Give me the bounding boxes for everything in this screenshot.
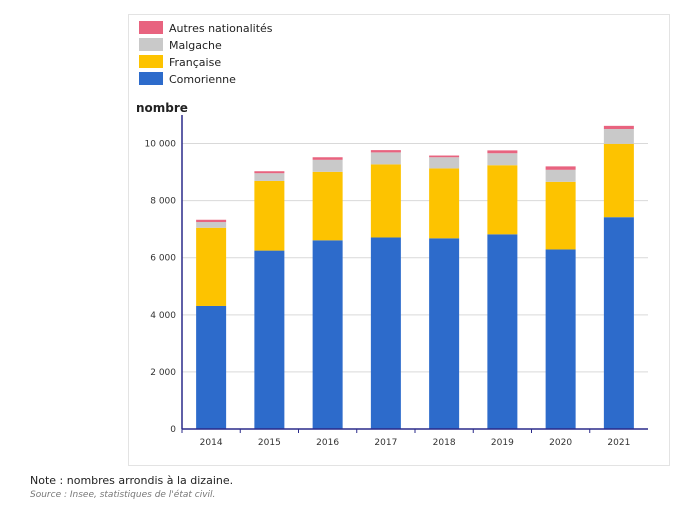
bar-segment — [545, 166, 576, 170]
bar-segment — [603, 143, 634, 218]
bar-segment — [196, 219, 227, 223]
y-tick-label: 2 000 — [150, 368, 176, 378]
legend-label: Autres nationalités — [169, 22, 273, 35]
x-tick-label: 2020 — [549, 438, 572, 448]
legend-swatch — [139, 38, 163, 51]
bar-segment — [603, 128, 634, 144]
x-tick-label: 2019 — [491, 438, 514, 448]
bar-segment — [196, 227, 227, 306]
x-tick-label: 2017 — [374, 438, 397, 448]
stacked-bar-chart: Autres nationalités Malgache Française Como… — [136, 21, 648, 448]
axes — [181, 115, 648, 433]
y-tick-label: 4 000 — [150, 311, 176, 321]
bar-segment — [487, 165, 518, 235]
x-tick-label: 2016 — [316, 438, 339, 448]
bar-segment — [196, 305, 227, 429]
bar-segment — [545, 169, 576, 182]
legend-swatch — [139, 55, 163, 68]
legend-label: Française — [169, 56, 221, 69]
bar-segment — [312, 159, 343, 172]
y-tick-label: 6 000 — [150, 254, 176, 264]
bar-segment — [254, 250, 285, 429]
bar-segment — [254, 171, 285, 174]
legend: Autres nationalités Malgache Française Como… — [139, 21, 273, 86]
bar-segment — [312, 171, 343, 241]
x-tick-label: 2014 — [200, 438, 223, 448]
source-note: Source : Insee, statistiques de l'état c… — [30, 490, 216, 500]
x-tick-label: 2015 — [258, 438, 281, 448]
bar-segment — [545, 249, 576, 429]
bar-segment — [429, 238, 460, 429]
bar-segment — [429, 157, 460, 169]
bar-segment — [487, 153, 518, 166]
y-axis-label: nombre — [136, 101, 188, 115]
bar-segment — [429, 155, 460, 158]
chart-container: Autres nationalités Malgache Française Como… — [128, 14, 670, 466]
bar-segment — [370, 164, 401, 238]
bar-segment — [487, 234, 518, 429]
x-tick-label: 2018 — [433, 438, 456, 448]
bar-segment — [196, 222, 227, 228]
y-tick-label: 8 000 — [150, 197, 176, 207]
legend-label: Comorienne — [169, 73, 236, 86]
bar-segment — [370, 237, 401, 429]
bar-segment — [603, 125, 634, 129]
legend-swatch — [139, 72, 163, 85]
bar-segment — [545, 181, 576, 250]
bar-segment — [487, 150, 518, 154]
bar-segment — [603, 217, 634, 429]
legend-swatch — [139, 21, 163, 34]
bar-segment — [370, 150, 401, 153]
y-tick-label: 10 000 — [145, 140, 177, 150]
bar-segment — [254, 180, 285, 251]
bar-segment — [370, 152, 401, 165]
bars: 2014 2015 2016 2017 2018 2019 2020 2021 — [196, 125, 634, 448]
x-tick-label: 2021 — [607, 438, 630, 448]
bar-segment — [429, 168, 460, 239]
bar-segment — [312, 157, 343, 160]
bar-segment — [312, 240, 343, 429]
footnote: Note : nombres arrondis à la dizaine. — [30, 474, 234, 487]
bar-segment — [254, 173, 285, 181]
legend-label: Malgache — [169, 39, 222, 52]
y-tick-label: 0 — [170, 425, 176, 435]
